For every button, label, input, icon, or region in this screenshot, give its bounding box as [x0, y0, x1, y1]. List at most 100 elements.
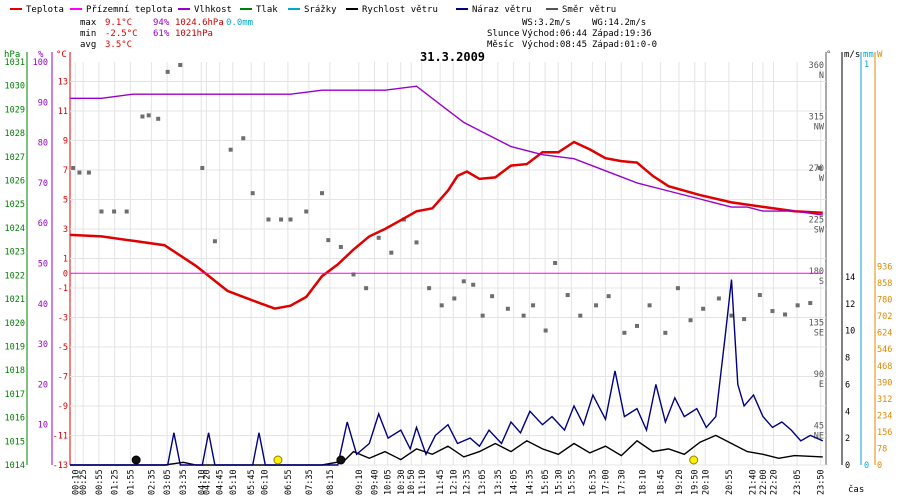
legend: Teplota Přízemní teplota Vlhkost Tlak Srážky…: [10, 5, 616, 15]
x-tick-label: 01:55: [126, 469, 136, 495]
y-tick-wind-dir: 225: [809, 216, 824, 226]
unit-degc: °C: [56, 50, 67, 60]
legend-label: Teplota: [26, 5, 64, 15]
moon-marker: [336, 455, 346, 465]
wind-dir-point: [146, 113, 151, 118]
info-mesic-zapad: Západ:01:0-0: [592, 40, 657, 50]
wind-dir-point: [505, 306, 510, 311]
y-tick-temperature: 1: [63, 255, 68, 265]
y-tick-humidity: 20: [38, 380, 48, 390]
y-tick-temperature: 5: [63, 196, 68, 206]
wind-dir-point: [200, 166, 205, 170]
x-tick-label: 13:35: [494, 469, 504, 495]
wind-dir-point: [250, 191, 255, 196]
x-tick-label: 23:05: [793, 469, 803, 495]
wind-dir-point: [742, 317, 747, 322]
sun-marker: [689, 455, 699, 465]
y-tick-temperature: 9: [63, 137, 68, 147]
x-tick-label: 12:35: [462, 469, 472, 495]
y-tick-solar: 0: [877, 461, 882, 471]
wind-dir-point: [716, 296, 721, 301]
x-tick-label: 22:20: [769, 469, 779, 495]
stats-max-label: max: [80, 18, 97, 28]
axis-units: hPa % °C ° m/s mm W čas: [4, 50, 883, 495]
wind-dir-point: [351, 272, 356, 277]
y-tick-solar: 858: [877, 279, 892, 289]
y-tick-solar: 78: [877, 444, 887, 454]
y-tick-humidity: 40: [38, 300, 48, 310]
y-tick-pressure: 1025: [5, 200, 25, 210]
wind-dir-point: [578, 313, 583, 318]
wind-dir-point: [688, 318, 693, 323]
y-tick-pressure: 1031: [5, 58, 25, 68]
wind-dir-point: [452, 296, 457, 301]
wind-dir-point: [675, 286, 680, 291]
y-tick-wind-dir: 180: [809, 267, 824, 277]
wind-dir-point: [178, 63, 183, 67]
wind-dir-point: [124, 209, 129, 214]
wind-dir-point: [757, 293, 762, 298]
unit-w: W: [877, 50, 883, 60]
wind-dir-point: [414, 240, 419, 245]
wind-dir-point: [635, 323, 639, 328]
legend-label: Náraz větru: [472, 5, 532, 15]
y-tick-wind-dir-label: SE: [814, 329, 824, 339]
x-tick-label: 23:50: [817, 469, 827, 495]
wind-dir-point: [288, 217, 293, 222]
x-tick-label: 15:05: [541, 469, 551, 495]
x-tick-label: 12:10: [449, 469, 459, 495]
wind-dir-point: [364, 286, 369, 291]
y-tick-pressure: 1018: [5, 366, 25, 376]
unit-deg: °: [826, 50, 831, 60]
x-tick-label: 03:35: [179, 469, 189, 495]
y-tick-wind-dir: 45: [814, 422, 824, 432]
y-tick-wind-dir-label: SW: [814, 226, 825, 236]
wind-dir-point: [729, 313, 734, 318]
wind-dir-point: [553, 260, 558, 265]
wind-dir-point: [543, 328, 548, 333]
wind-dir-point: [606, 294, 611, 299]
stats-min-temp: -2.5°C: [105, 29, 138, 39]
wind-dir-point: [71, 166, 76, 170]
x-tick-label: 04:20: [202, 469, 212, 495]
stats-avg-label: avg: [80, 40, 96, 50]
wind-dir-point: [795, 303, 800, 308]
wind-dir-point: [304, 209, 309, 214]
wind-dir-point: [770, 309, 775, 314]
wind-dir-point: [279, 217, 284, 222]
x-tick-label: 19:50: [691, 469, 701, 495]
y-tick-wind-speed: 12: [845, 300, 855, 310]
x-tick-label: 21:40: [749, 469, 759, 495]
x-tick-label: 16:35: [588, 469, 598, 495]
info-ws: WS:3.2m/s: [522, 18, 571, 28]
x-tick-label: 22:00: [759, 469, 769, 495]
y-tick-pressure: 1019: [5, 342, 25, 352]
y-tick-rain: 0: [864, 461, 869, 471]
y-tick-temperature: 0: [63, 269, 68, 279]
y-tick-humidity: 90: [38, 98, 48, 108]
wind-dir-point: [701, 306, 706, 311]
x-tick-label: 05:45: [247, 469, 257, 495]
stats-min-label: min: [80, 29, 96, 39]
y-tick-humidity: 100: [33, 58, 48, 68]
x-tick-label: 01:25: [111, 469, 121, 495]
x-tick-label: 17:30: [617, 469, 627, 495]
wind-dir-point: [808, 301, 813, 306]
x-tick-label: 00:10: [71, 469, 81, 495]
y-tick-pressure: 1015: [5, 437, 25, 447]
y-tick-humidity: 80: [38, 139, 48, 149]
x-tick-label: 15:30: [554, 469, 564, 495]
x-tick-label: 04:10: [197, 469, 207, 495]
wind-dir-point: [817, 166, 822, 170]
wind-dir-point: [112, 209, 117, 214]
y-tick-temperature: 13: [58, 78, 68, 88]
moon-marker: [131, 455, 141, 465]
stats-min-press: 1021hPa: [175, 29, 213, 39]
y-tick-temperature: 11: [58, 107, 68, 117]
x-tick-label: 06:10: [260, 469, 270, 495]
wind-dir-point: [326, 238, 331, 243]
y-tick-wind-dir-label: NW: [814, 123, 825, 133]
y-tick-temperature: 3: [63, 225, 68, 235]
stats-block: max 9.1°C 94% 1024.6hPa 0.0mm min -2.5°C…: [80, 18, 253, 50]
